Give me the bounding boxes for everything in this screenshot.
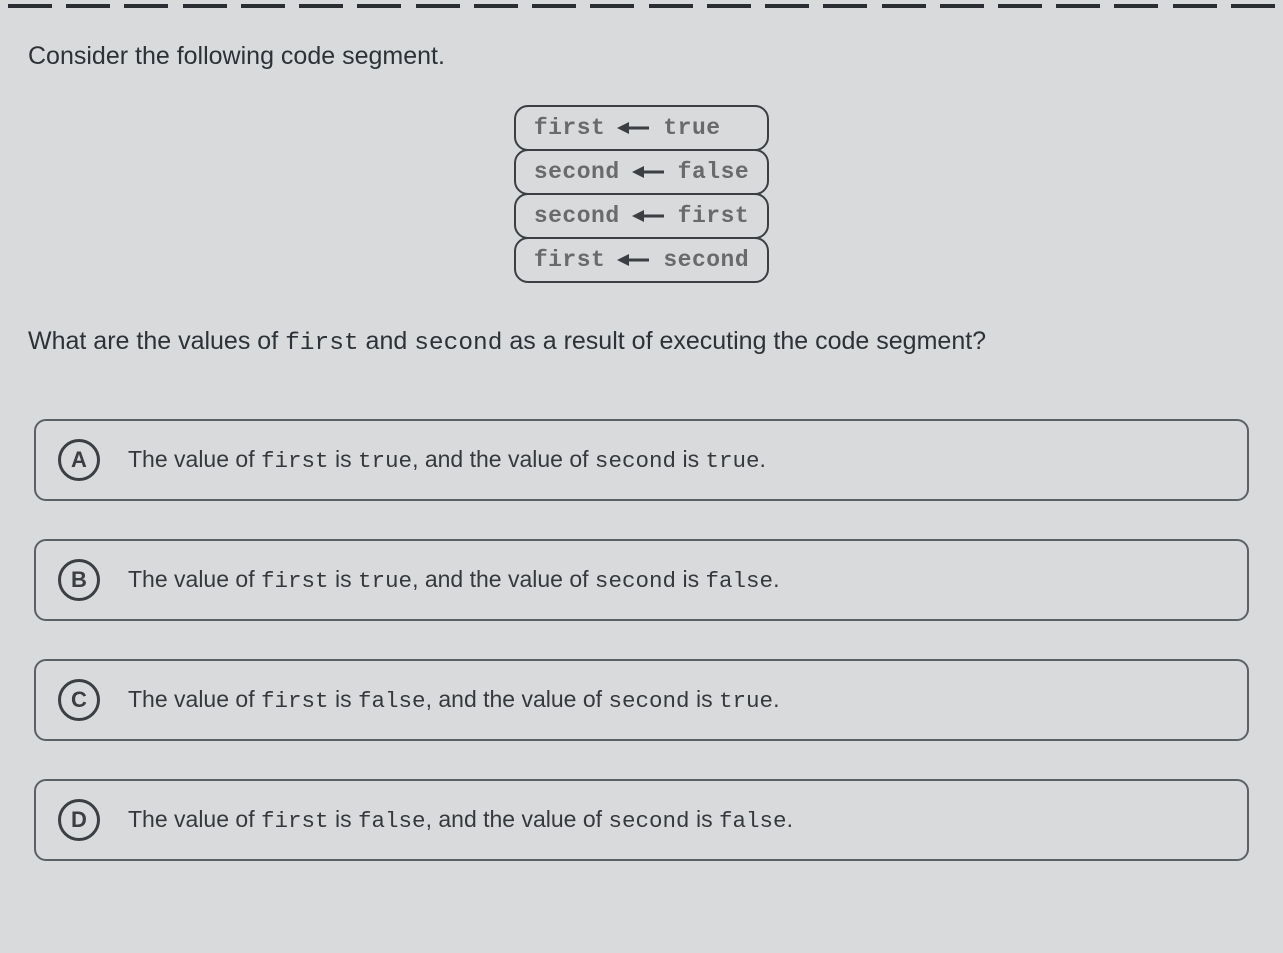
prompt-text: and [359,327,415,355]
option-frag: is [676,446,705,472]
option-var: second [608,688,689,714]
option-frag: . [760,446,766,472]
option-frag: . [773,566,779,592]
dash-segment [474,4,518,8]
option-val: false [719,808,787,834]
code-line: second first [514,193,769,239]
option-var: second [595,448,676,474]
option-var: first [261,568,329,594]
assign-arrow-icon [617,121,651,135]
code-line: first second [514,237,769,283]
dash-segment [823,4,867,8]
code-lhs: first [534,247,606,273]
dash-segment [1114,4,1158,8]
code-lhs: second [534,203,620,229]
option-val: false [705,568,773,594]
question-intro: Consider the following code segment. [28,42,1255,71]
option-text: The value of first is true, and the valu… [128,446,766,474]
option-frag: is [690,806,719,832]
option-val: true [719,688,773,714]
dash-segment [1231,4,1275,8]
dash-segment [357,4,401,8]
option-frag: The value of [128,806,261,832]
code-segment: firsttruesecondfalsesecondfirstfirstseco… [514,105,769,281]
dash-segment [183,4,227,8]
top-dash-row [0,0,1283,14]
option-var: second [608,808,689,834]
option-val: true [705,448,759,474]
option-frag: , and the value of [426,686,609,712]
prompt-var-first: first [285,330,359,357]
option-var: second [595,568,676,594]
option-frag: is [329,806,358,832]
dash-segment [1056,4,1100,8]
dash-segment [940,4,984,8]
prompt-text: What are the values of [28,327,285,355]
option-frag: , and the value of [426,806,609,832]
answer-option-d[interactable]: DThe value of first is false, and the va… [34,779,1249,861]
option-val: true [358,448,412,474]
option-val: true [358,568,412,594]
code-line: second false [514,149,769,195]
option-frag: . [787,806,793,832]
option-val: false [358,808,426,834]
dash-segment [299,4,343,8]
dash-segment [882,4,926,8]
answer-options: AThe value of first is true, and the val… [28,419,1255,861]
option-frag: . [773,686,779,712]
option-frag: The value of [128,566,261,592]
option-frag: , and the value of [412,446,595,472]
dash-segment [998,4,1042,8]
dash-segment [241,4,285,8]
dash-segment [590,4,634,8]
option-frag: is [329,686,358,712]
option-text: The value of first is false, and the val… [128,806,793,834]
dash-segment [532,4,576,8]
dash-segment [66,4,110,8]
code-lhs: second [534,159,620,185]
question-prompt: What are the values of first and second … [28,327,1255,357]
code-rhs: first [678,203,750,229]
code-rhs: false [678,159,750,185]
option-letter-badge: A [58,439,100,481]
option-frag: is [329,566,358,592]
option-frag: is [676,566,705,592]
assign-arrow-icon [632,209,666,223]
option-frag: , and the value of [412,566,595,592]
dash-segment [124,4,168,8]
dash-segment [649,4,693,8]
answer-option-c[interactable]: C The value of first is false, and the va… [34,659,1249,741]
dash-segment [765,4,809,8]
option-var: first [261,808,329,834]
option-frag: The value of [128,446,261,472]
code-rhs: true [663,115,720,141]
answer-option-b[interactable]: B The value of first is true, and the val… [34,539,1249,621]
dash-segment [707,4,751,8]
option-var: first [261,688,329,714]
code-line: first true [514,105,769,151]
option-letter-badge: C [58,679,100,721]
option-frag: is [329,446,358,472]
code-lhs: first [534,115,606,141]
option-frag: The value of [128,686,261,712]
prompt-text: as a result of executing the code segmen… [502,327,986,355]
option-val: false [358,688,426,714]
assign-arrow-icon [617,253,651,267]
assign-arrow-icon [632,165,666,179]
question-content: Consider the following code segment. fir… [0,0,1283,861]
dash-segment [1173,4,1217,8]
dash-segment [416,4,460,8]
code-segment-wrap: firsttruesecondfalsesecondfirstfirstseco… [28,105,1255,281]
code-rhs: second [663,247,749,273]
answer-option-a[interactable]: AThe value of first is true, and the val… [34,419,1249,501]
prompt-var-second: second [414,330,502,357]
option-frag: is [690,686,719,712]
option-text: The value of first is true, and the valu… [128,566,779,594]
dash-segment [8,4,52,8]
option-var: first [261,448,329,474]
option-letter-badge: B [58,559,100,601]
option-text: The value of first is false, and the val… [128,686,779,714]
option-letter-badge: D [58,799,100,841]
